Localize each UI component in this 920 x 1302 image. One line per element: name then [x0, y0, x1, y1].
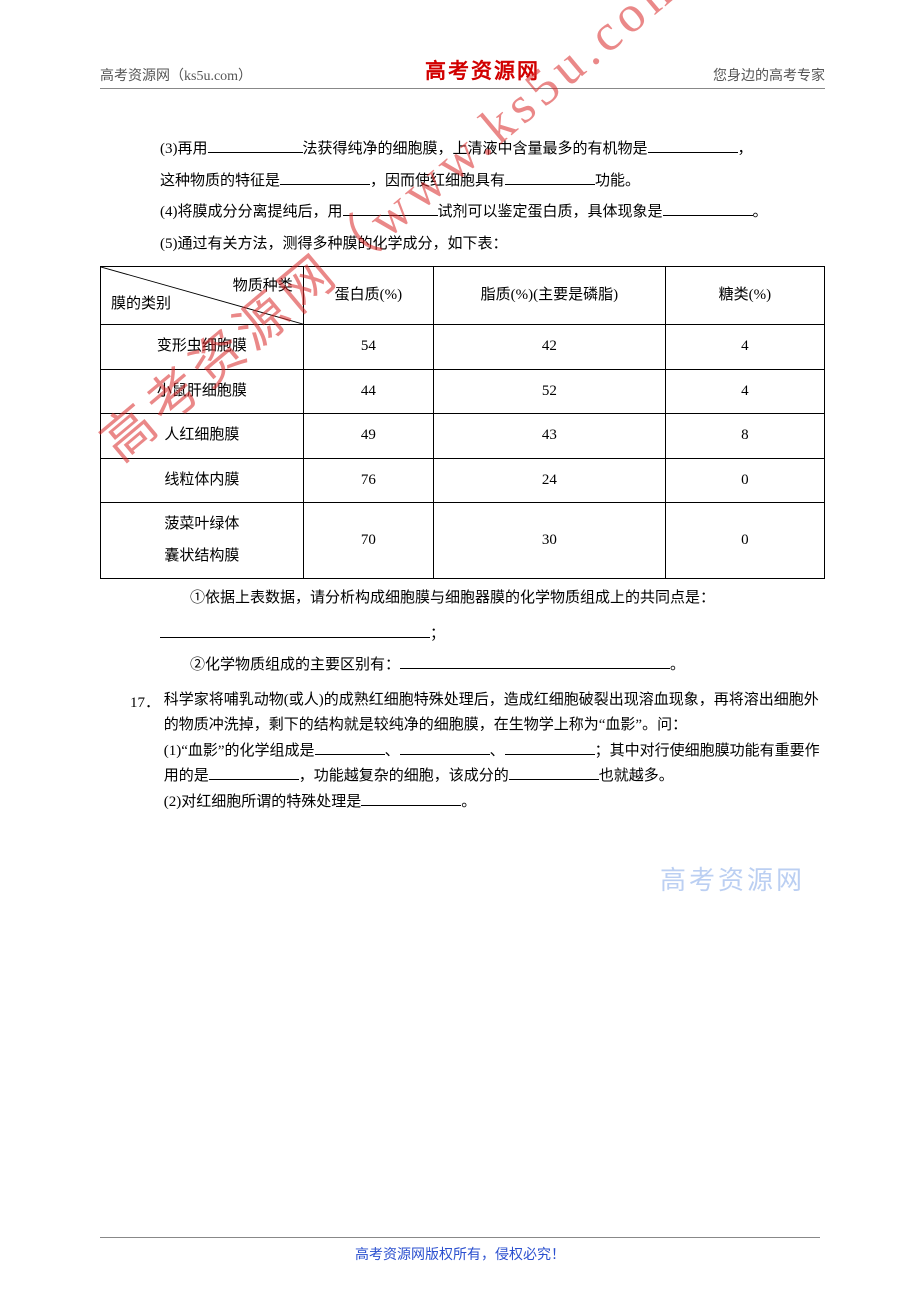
- table-row: 变形虫细胞膜 54 42 4: [101, 325, 825, 370]
- table-row: 小鼠肝细胞膜 44 52 4: [101, 369, 825, 414]
- page-container: 高考资源网（ks5u.com） 高考资源网 您身边的高考专家 (3)再用 法获得纯…: [0, 0, 920, 845]
- blank: [315, 739, 385, 755]
- row-name: 线粒体内膜: [101, 458, 304, 503]
- q3-mid1: 法获得纯净的细胞膜，上清液中含量最多的有机物是: [303, 141, 648, 157]
- q17-1b: 、: [385, 743, 400, 759]
- cell: 0: [665, 503, 824, 579]
- row-name: 变形虫细胞膜: [101, 325, 304, 370]
- q4-a: (4)将膜成分分离提纯后，用: [160, 204, 343, 220]
- blank: [280, 169, 370, 185]
- q5-sub1-blank: ；: [160, 619, 825, 651]
- cell: 42: [434, 325, 666, 370]
- blank: [400, 739, 490, 755]
- blank: [400, 653, 670, 669]
- table-header-row: 物质种类 膜的类别 蛋白质(%) 脂质(%)(主要是磷脂) 糖类(%): [101, 267, 825, 325]
- blank: [505, 739, 595, 755]
- cell: 44: [303, 369, 433, 414]
- q3-l2b: ，因而使红细胞具有: [370, 173, 505, 189]
- table-row: 线粒体内膜 76 24 0: [101, 458, 825, 503]
- question-5-intro: (5)通过有关方法，测得多种膜的化学成分，如下表：: [160, 229, 825, 261]
- q17-intro: 科学家将哺乳动物(或人)的成熟红细胞特殊处理后，造成红细胞破裂出现溶血现象，再将…: [164, 692, 819, 734]
- col-sugar: 糖类(%): [665, 267, 824, 325]
- q4-b: 试剂可以鉴定蛋白质，具体现象是: [438, 204, 663, 220]
- composition-table: 物质种类 膜的类别 蛋白质(%) 脂质(%)(主要是磷脂) 糖类(%) 变形虫细…: [100, 266, 825, 579]
- blank: [361, 790, 461, 806]
- q5-1-tail: ；: [430, 626, 445, 642]
- blank: [343, 200, 438, 216]
- cell: 30: [434, 503, 666, 579]
- cell: 0: [665, 458, 824, 503]
- blank: [505, 169, 595, 185]
- q17-1g: 也就越多。: [599, 768, 674, 784]
- cell: 24: [434, 458, 666, 503]
- row-name: 菠菜叶绿体 囊状结构膜: [101, 503, 304, 579]
- q5-sub1: ①依据上表数据，请分析构成细胞膜与细胞器膜的化学物质组成上的共同点是：: [190, 583, 825, 615]
- q5-2b: 。: [670, 657, 685, 673]
- q3-l2c: 功能。: [595, 173, 640, 189]
- q17-1d: ；其中对行使细胞膜: [595, 743, 730, 759]
- table-row: 人红细胞膜 49 43 8: [101, 414, 825, 459]
- q5-sub2: ②化学物质组成的主要区别有： 。: [190, 650, 825, 682]
- q17-1c: 、: [490, 743, 505, 759]
- q17-1a: (1)“血影”的化学组成是: [164, 743, 315, 759]
- watermark-side: 高考资源网: [660, 860, 805, 897]
- cell: 70: [303, 503, 433, 579]
- question-4: (4)将膜成分分离提纯后，用 试剂可以鉴定蛋白质，具体现象是 。: [160, 197, 825, 229]
- cell: 49: [303, 414, 433, 459]
- blank: [208, 137, 303, 153]
- diagonal-header-cell: 物质种类 膜的类别: [101, 267, 304, 325]
- header-right: 您身边的高考专家: [713, 65, 825, 85]
- blank: [209, 764, 299, 780]
- header-brand: 高考资源网: [425, 55, 540, 85]
- table-row: 菠菜叶绿体 囊状结构膜 70 30 0: [101, 503, 825, 579]
- page-header: 高考资源网（ks5u.com） 高考资源网 您身边的高考专家: [100, 55, 825, 89]
- question-3-line1: (3)再用 法获得纯净的细胞膜，上清液中含量最多的有机物是 ，: [160, 134, 825, 166]
- row-name: 人红细胞膜: [101, 414, 304, 459]
- q17-body: 科学家将哺乳动物(或人)的成熟红细胞特殊处理后，造成红细胞破裂出现溶血现象，再将…: [164, 688, 825, 816]
- page-footer: 高考资源网版权所有，侵权必究！: [100, 1237, 820, 1264]
- blank: [663, 200, 753, 216]
- q17-number: 17．: [130, 688, 160, 720]
- diag-bottom-label: 膜的类别: [111, 289, 171, 321]
- blank: [509, 764, 599, 780]
- q3-l2a: 这种物质的特征是: [160, 173, 280, 189]
- question-17: 17． 科学家将哺乳动物(或人)的成熟红细胞特殊处理后，造成红细胞破裂出现溶血现…: [130, 688, 825, 816]
- content-body: (3)再用 法获得纯净的细胞膜，上清液中含量最多的有机物是 ， 这种物质的特征是 ，因…: [100, 89, 825, 815]
- q17-2b: 。: [461, 794, 476, 810]
- q3-prefix: (3)再用: [160, 141, 208, 157]
- cell: 4: [665, 369, 824, 414]
- question-3-line2: 这种物质的特征是 ，因而使红细胞具有 功能。: [160, 166, 825, 198]
- cell: 43: [434, 414, 666, 459]
- cell: 76: [303, 458, 433, 503]
- diag-top-label: 物质种类: [233, 271, 293, 303]
- col-protein: 蛋白质(%): [303, 267, 433, 325]
- blank: [160, 622, 430, 638]
- q4-c: 。: [753, 204, 768, 220]
- q5-2a: ②化学物质组成的主要区别有：: [190, 657, 400, 673]
- header-left: 高考资源网（ks5u.com）: [100, 65, 252, 85]
- blank: [648, 137, 738, 153]
- row-name: 小鼠肝细胞膜: [101, 369, 304, 414]
- cell: 54: [303, 325, 433, 370]
- q17-1f: ，功能越复杂的细胞，该成分的: [299, 768, 509, 784]
- cell: 8: [665, 414, 824, 459]
- q17-2a: (2)对红细胞所谓的特殊处理是: [164, 794, 362, 810]
- q3-tail1: ，: [738, 141, 753, 157]
- cell: 4: [665, 325, 824, 370]
- col-lipid: 脂质(%)(主要是磷脂): [434, 267, 666, 325]
- cell: 52: [434, 369, 666, 414]
